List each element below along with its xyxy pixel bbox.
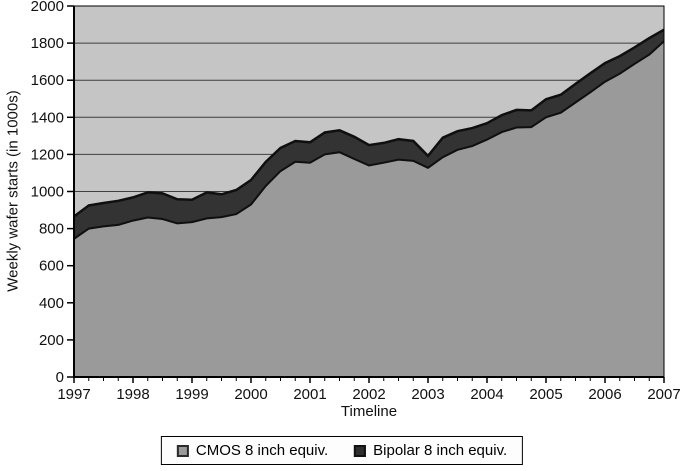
legend-label-bipolar: Bipolar 8 inch equiv. [373,442,508,459]
cmos-top-line [73,40,665,240]
y-tick-label: 1800 [31,35,64,52]
y-tick-label: 800 [39,221,64,238]
x-axis-title: Timeline [340,403,398,420]
x-tick-label: 2000 [234,386,267,403]
area-cmos [74,41,664,377]
x-tick-label: 2005 [529,386,562,403]
x-tick-label: 2002 [352,386,385,403]
y-tick-label: 1400 [31,109,64,126]
bipolar-series-marker-icon [354,444,367,457]
x-tick-label: 1997 [57,386,90,403]
legend-label-cmos: CMOS 8 inch equiv. [195,442,329,459]
y-tick-label: 400 [39,295,64,312]
x-tick-label: 2001 [293,386,326,403]
cmos-series-marker-icon [176,444,189,457]
x-tick-label: 2003 [411,386,444,403]
legend-item-cmos: CMOS 8 inch equiv. [176,442,329,459]
chart-canvas: 0 200 400 600 800 1000 1200 1400 1600 1800 2000 199… [31,0,681,403]
legend-item-bipolar: Bipolar 8 inch equiv. [354,442,507,459]
y-axis-title: Weekly wafer starts (in 1000s) [4,90,22,292]
area-bipolar [74,29,664,239]
y-tick-label: 2000 [31,0,64,15]
x-tick-label: 2007 [647,386,680,403]
y-tick-label: 1000 [31,184,64,201]
y-tick-label: 200 [39,332,64,349]
legend: CMOS 8 inch equiv. Bipolar 8 inch equiv. [160,436,524,465]
y-tick-label: 1600 [31,72,64,89]
x-tick-label: 1999 [175,386,208,403]
y-tick-label: 1200 [31,146,64,163]
total-top-line [73,28,665,218]
x-tick-label: 1998 [116,386,149,403]
x-tick-label: 2006 [588,386,621,403]
x-tick-label: 2004 [470,386,503,403]
y-tick-label: 600 [39,258,64,275]
y-tick-label: 0 [56,369,64,386]
